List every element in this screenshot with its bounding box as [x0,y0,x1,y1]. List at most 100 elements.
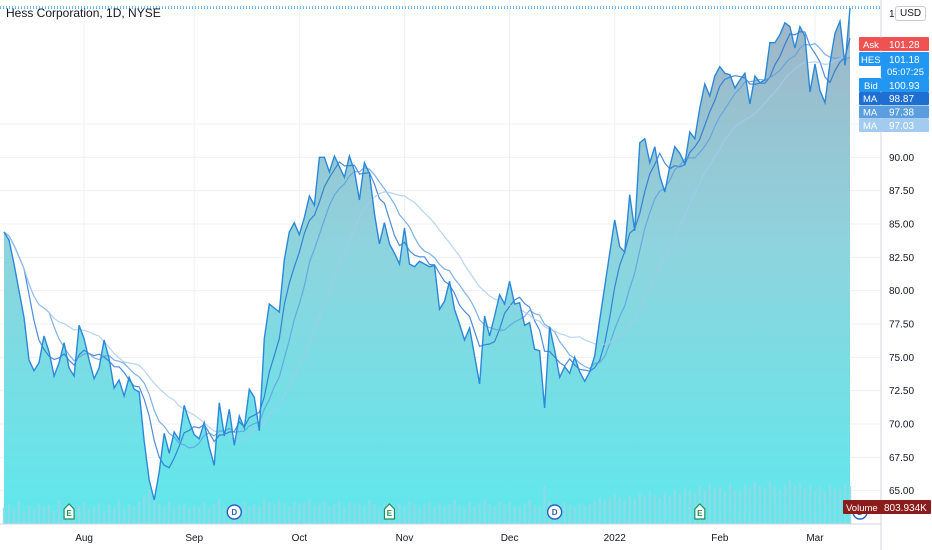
volume-bar [838,489,842,524]
volume-bar [52,510,56,524]
earnings-marker[interactable] [694,503,706,520]
volume-bar [178,504,181,524]
time-axis[interactable] [0,524,881,550]
price-axis-label: 70.00 [889,420,914,431]
volume-bar [343,506,346,524]
volume-bar [398,503,401,524]
time-axis-label: Sep [185,533,203,544]
volume-bar [743,484,747,524]
ask-price-value: 101.28 [889,40,920,51]
volume-bar [358,503,361,524]
volume-bar [173,507,176,524]
earnings-marker-label: E [697,509,703,518]
volume-bar [298,504,301,524]
price-axis-label: 10 [889,9,901,20]
volume-bar [568,504,571,524]
volume-bar [508,502,511,524]
volume-bar [823,491,827,524]
ma-tag-label: MA [863,121,878,132]
volume-bar [813,490,817,524]
volume-bar [763,488,767,524]
volume-bar [653,494,656,524]
volume-bar [493,506,496,524]
volume-bar [403,505,406,524]
price-axis-label: 65.00 [889,486,914,497]
ma-line-1 [3,31,851,469]
ma-line-3 [3,52,851,441]
symbol-tag-label: HES [861,55,881,66]
volume-bar [828,484,832,524]
volume-bar [608,496,611,524]
volume-bar [12,509,16,524]
dividend-marker[interactable] [546,504,563,520]
volume-bar [513,505,516,524]
volume-bar [773,486,777,524]
volume-bar [253,504,256,524]
price-line [3,7,851,501]
volume-bar [618,497,621,524]
time-axis-label: Aug [75,533,93,544]
volume-bar [683,487,687,524]
volume-value-box [881,500,931,514]
earnings-marker-label: E [66,509,72,518]
bid-price-value: 100.93 [889,81,920,92]
volume-bar [478,503,481,524]
volume-bar [668,495,671,524]
earnings-marker[interactable] [383,503,396,520]
dividend-marker[interactable] [226,504,242,520]
volume-bar [378,507,381,524]
currency-button[interactable]: USD [895,6,927,21]
volume-bar [273,504,276,524]
volume-bar [768,482,772,524]
dividend-marker-label: D [231,508,237,517]
earnings-marker[interactable] [63,503,75,520]
ask-tag-label: Ask [863,40,879,51]
volume-bar [673,489,676,524]
volume-bar [162,505,166,524]
volume-bar [92,506,96,524]
last-price-value: 101.18 [889,55,920,66]
volume-bar [87,509,91,524]
volume-bar [588,504,591,524]
volume-bar [473,505,476,524]
earnings-marker-label: E [387,509,393,518]
volume-bar [643,496,646,524]
volume-bar [573,506,576,524]
volume-bar [758,485,762,524]
time-axis-label: Oct [292,533,308,544]
ma-tag-label: MA [863,108,878,119]
volume-bar [533,504,536,524]
volume-bar [353,504,356,524]
volume-bar [27,505,31,524]
volume-bar [213,504,216,524]
volume-bar [37,503,41,524]
volume-bar [112,507,116,524]
volume-bar [323,500,326,524]
price-axis-label: 82.50 [889,253,914,264]
volume-bar [543,485,546,524]
volume-bar [458,504,461,524]
volume-bar [583,505,586,524]
volume-bar [248,505,251,524]
volume-bar [728,484,732,524]
volume-bar [203,502,206,524]
volume-bar [183,503,186,524]
volume-bar [453,500,456,524]
price-axis-label: 85.00 [889,220,914,231]
volume-bar [663,492,666,524]
volume-tag [843,500,882,514]
ma-tag [859,105,881,119]
volume-bar [798,483,802,524]
volume-bar [603,500,606,524]
volume-bar [423,504,426,524]
volume-bar [348,502,351,524]
ma-tag-label: MA [863,94,878,105]
ma-value-box [881,119,929,132]
volume-bar [82,502,86,524]
volume-bar [17,501,21,524]
volume-bar [127,504,131,524]
volume-bar [263,499,266,524]
volume-bar [132,506,136,524]
volume-tag-label: Volume [846,503,878,514]
